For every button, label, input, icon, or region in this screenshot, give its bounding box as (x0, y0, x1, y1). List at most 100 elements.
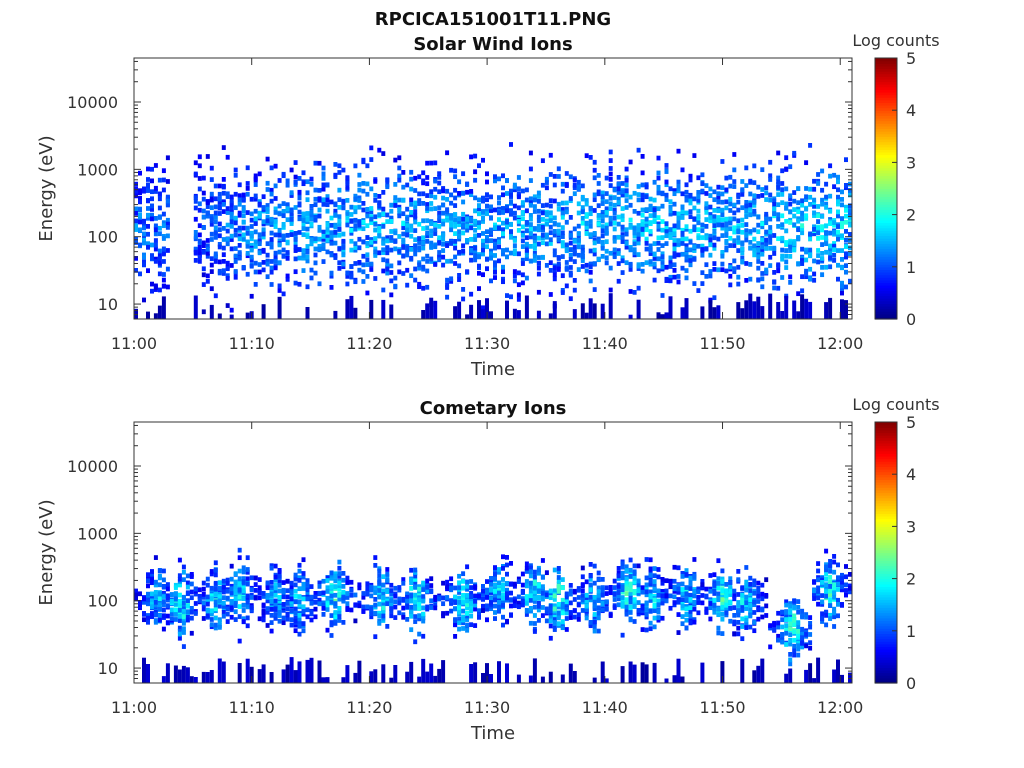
count-cell (632, 575, 637, 581)
count-cell (596, 585, 601, 591)
count-cell (832, 258, 837, 263)
count-cell (656, 190, 661, 196)
count-cell (772, 285, 777, 291)
count-cell (150, 604, 154, 610)
count-cell (712, 208, 717, 213)
count-cell (660, 261, 665, 267)
count-cell (501, 598, 505, 604)
count-cell (209, 596, 214, 602)
count-cell (628, 581, 633, 587)
count-cell (153, 216, 158, 221)
count-cell (273, 612, 278, 617)
count-cell (740, 246, 745, 252)
count-cell (153, 594, 158, 600)
count-cell (632, 569, 637, 575)
count-cell (489, 194, 493, 200)
count-cell (461, 211, 466, 217)
count-cell (229, 614, 234, 620)
count-cell (477, 263, 481, 269)
count-cell (652, 583, 657, 589)
count-cell (197, 176, 202, 181)
count-cell (501, 276, 505, 282)
count-cell (532, 582, 537, 587)
count-cell (205, 204, 210, 209)
count-cell (800, 274, 805, 280)
count-cell (728, 183, 733, 189)
count-cell (353, 241, 358, 247)
count-cell (632, 590, 637, 596)
count-cell (201, 592, 206, 597)
count-cell (153, 227, 158, 233)
count-cell (536, 255, 541, 260)
count-cell (548, 608, 553, 614)
count-cell (824, 181, 829, 187)
count-cell (568, 663, 573, 683)
count-cell (548, 230, 553, 236)
count-cell (297, 631, 302, 637)
count-cell (233, 599, 238, 604)
count-cell (616, 584, 621, 590)
colorbar-step (875, 165, 897, 169)
count-cell (341, 250, 346, 255)
count-cell (337, 596, 342, 602)
count-cell (469, 613, 474, 619)
count-cell (465, 223, 470, 229)
count-cell (780, 168, 785, 174)
count-cell (449, 192, 454, 198)
count-cell (405, 591, 410, 597)
count-cell (349, 264, 354, 269)
count-cell (277, 232, 282, 238)
count-cell (337, 610, 342, 616)
colorbar-step (875, 279, 897, 284)
count-cell (636, 223, 641, 228)
count-cell (457, 236, 462, 242)
count-cell (193, 234, 198, 240)
count-cell (512, 203, 517, 209)
count-cell (237, 250, 242, 255)
count-cell (704, 235, 709, 241)
count-cell (656, 187, 661, 193)
colorbar-step (875, 245, 897, 250)
count-cell (341, 205, 346, 211)
count-cell (261, 617, 266, 623)
count-cell (780, 235, 785, 241)
count-cell (800, 226, 805, 231)
count-cell (317, 601, 322, 607)
count-cell (672, 254, 677, 259)
count-cell (724, 230, 729, 235)
count-cell (421, 191, 426, 197)
count-cell (461, 248, 466, 254)
count-cell (221, 268, 226, 274)
count-cell (592, 261, 597, 266)
count-cell (449, 279, 454, 284)
count-cell (648, 196, 653, 202)
count-cell (624, 580, 629, 585)
count-cell (648, 594, 653, 600)
count-cell (732, 243, 737, 248)
count-cell (201, 196, 206, 202)
count-cell (744, 237, 749, 243)
count-cell (453, 254, 458, 260)
count-cell (764, 220, 769, 226)
count-cell (449, 583, 454, 588)
count-cell (245, 602, 250, 608)
colorbar-step (875, 201, 897, 205)
count-cell (205, 598, 210, 604)
count-cell (321, 237, 326, 242)
count-cell (313, 260, 318, 266)
count-cell (756, 296, 761, 319)
count-cell (469, 604, 474, 610)
count-cell (520, 261, 525, 266)
count-cell (612, 202, 617, 208)
count-cell (317, 590, 322, 596)
count-cell (469, 154, 474, 160)
count-cell (516, 594, 521, 600)
count-cell (261, 249, 266, 254)
count-cell (596, 213, 601, 218)
count-cell (536, 223, 541, 229)
count-cell (181, 600, 186, 606)
count-cell (509, 221, 513, 227)
count-cell (568, 583, 573, 588)
count-cell (588, 298, 593, 319)
